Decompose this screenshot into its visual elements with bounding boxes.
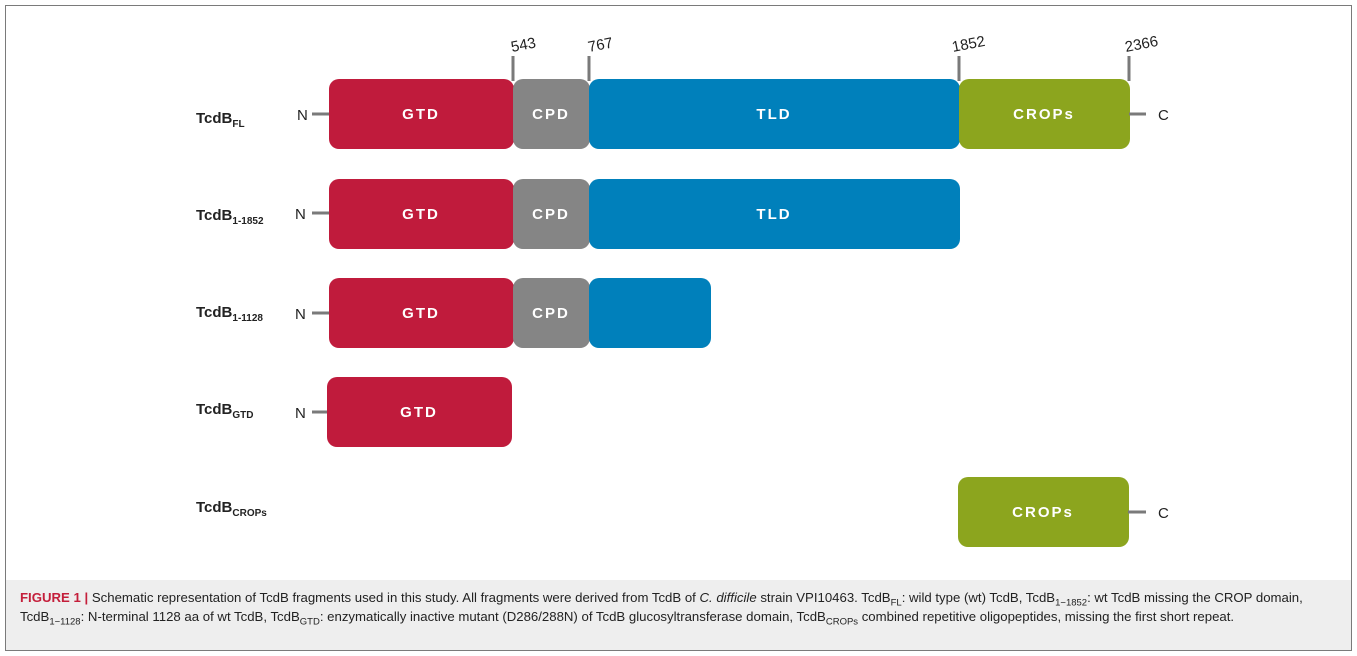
caption-text: strain VPI10463. TcdB (756, 590, 891, 605)
construct-label-1-1852: TcdB1-1852 (196, 207, 264, 227)
cpd-domain (513, 179, 590, 249)
gtd-domain (329, 179, 514, 249)
marker-2366-label: 2366 (1124, 33, 1160, 56)
cpd-label: CPD (532, 305, 570, 322)
construct-label-gtd: TcdBGTD (196, 401, 254, 421)
caption-text: : wt TcdB missing the CROP domain, TcdB (20, 590, 1303, 624)
gtd-label: GTD (402, 305, 440, 322)
caption-text: : wild type (wt) TcdB, TcdB (901, 590, 1056, 605)
crops-domain (959, 79, 1130, 149)
domain-diagram: 543 767 1852 2366 TcdBFL N GTD CPD TLD C… (196, 33, 1169, 547)
construct-row-1-1852: TcdB1-1852 N GTD CPD TLD (196, 179, 960, 249)
caption-text: : enzymatically inactive mutant (D286/28… (319, 609, 826, 624)
gtd-domain (327, 377, 512, 447)
caption-text: combined repetitive oligopeptides, missi… (858, 609, 1235, 624)
construct-label-1-1128: TcdB1-1128 (196, 304, 263, 324)
c-terminus-label: C (1158, 505, 1169, 522)
construct-label-crops: TcdBCROPs (196, 499, 267, 519)
tld-label: TLD (756, 206, 791, 223)
gtd-label: GTD (400, 404, 438, 421)
n-terminus-label: N (295, 206, 306, 223)
position-markers: 543 767 1852 2366 (510, 33, 1160, 81)
c-terminus-label: C (1158, 107, 1169, 124)
organism-name: C. difficile (699, 590, 757, 605)
gtd-domain (329, 278, 514, 348)
gtd-domain (329, 79, 514, 149)
figure-caption: FIGURE 1 | Schematic representation of T… (6, 580, 1351, 650)
marker-767-label: 767 (587, 34, 615, 55)
marker-1852-label: 1852 (951, 33, 987, 56)
cpd-label: CPD (532, 206, 570, 223)
gtd-label: GTD (402, 106, 440, 123)
cpd-domain (513, 79, 590, 149)
tld-label: TLD (756, 106, 791, 123)
caption-subscript: 1−1852 (1055, 597, 1088, 609)
gtd-label: GTD (402, 206, 440, 223)
caption-text: : N-terminal 1128 aa of wt TcdB, TcdB (80, 609, 300, 624)
crops-label: CROPs (1012, 504, 1074, 521)
caption-subscript: 1−1128 (49, 616, 81, 628)
construct-label-fl: TcdBFL (196, 110, 245, 130)
construct-row-fl: TcdBFL N GTD CPD TLD CROPs C (196, 79, 1169, 149)
caption-subscript: GTD (299, 616, 320, 628)
crops-label: CROPs (1013, 106, 1075, 123)
tld-domain (589, 79, 960, 149)
marker-543-label: 543 (510, 34, 538, 55)
construct-row-1-1128: TcdB1-1128 N GTD CPD (196, 278, 711, 348)
construct-row-crops: TcdBCROPs CROPs C (196, 477, 1169, 547)
construct-row-gtd: TcdBGTD N GTD (196, 377, 512, 447)
n-terminus-label: N (297, 107, 308, 124)
n-terminus-label: N (295, 405, 306, 422)
n-terminus-label: N (295, 306, 306, 323)
figure-number: FIGURE 1 | (20, 590, 89, 605)
caption-text: Schematic representation of TcdB fragmen… (88, 590, 700, 605)
caption-subscript: FL (890, 597, 902, 609)
tld-partial-domain (589, 278, 711, 348)
cpd-label: CPD (532, 106, 570, 123)
cpd-domain (513, 278, 590, 348)
crops-domain (958, 477, 1129, 547)
tld-domain (589, 179, 960, 249)
caption-subscript: CROPs (825, 616, 859, 628)
